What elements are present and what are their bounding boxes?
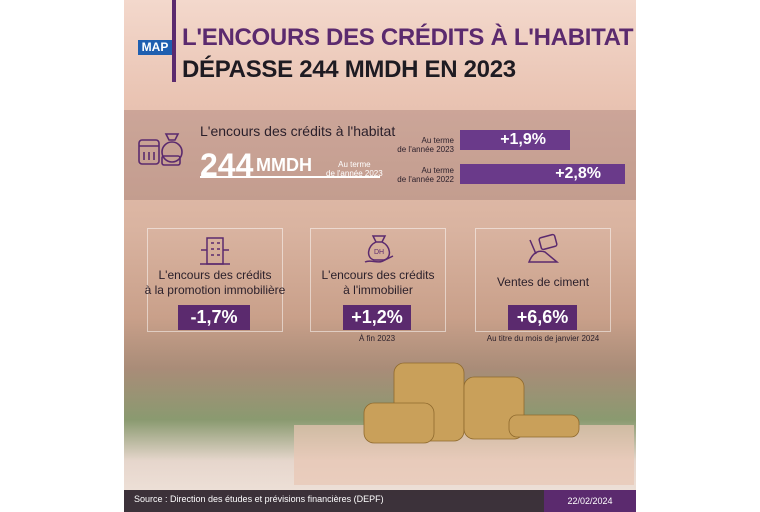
- label-line: Au terme: [421, 166, 454, 175]
- card-note: À fin 2023: [359, 334, 396, 343]
- headline-unit: MMDH: [256, 155, 312, 175]
- note-line: de l'année 2023: [326, 169, 383, 178]
- card-label: L'encours des crédits à la promotion imm…: [130, 268, 300, 298]
- highlight-band: [124, 110, 636, 200]
- headline-label: L'encours des crédits à l'habitat: [200, 123, 396, 139]
- date: 22/02/2024: [544, 490, 636, 512]
- card: [147, 228, 283, 332]
- card: [475, 228, 611, 332]
- source: Source : Direction des études et prévisi…: [134, 494, 384, 504]
- title: L'ENCOURS DES CRÉDITS À L'HABITAT: [182, 24, 634, 51]
- card-label: L'encours des crédits à l'immobilier: [293, 268, 463, 298]
- footer: [124, 490, 636, 512]
- label-line: de l'année 2023: [397, 145, 454, 154]
- decor-coins: [294, 362, 634, 485]
- card: [310, 228, 446, 332]
- growth-label: Au terme de l'année 2022: [364, 166, 454, 184]
- label-line: de l'année 2022: [397, 175, 454, 184]
- note-line: Au terme: [338, 160, 371, 169]
- icon-text: DH: [374, 249, 384, 256]
- label-line: L'encours des crédits: [158, 268, 272, 282]
- label-line: Au terme: [421, 136, 454, 145]
- card-label: Ventes de ciment: [458, 275, 628, 290]
- label-line: L'encours des crédits: [321, 268, 435, 282]
- label-line: à l'immobilier: [343, 283, 413, 297]
- card-value: -1,7%: [178, 305, 250, 330]
- headline-note: Au terme de l'année 2023: [326, 160, 383, 178]
- icon-building: [200, 237, 230, 265]
- infographic: MAP L'ENCOURS DES CRÉDITS À L'HABITAT DÉ…: [124, 0, 636, 512]
- growth-bar: +1,9%: [460, 130, 570, 150]
- card-value: +6,6%: [508, 305, 577, 330]
- card-value: +1,2%: [343, 305, 411, 330]
- accent-line: [172, 0, 176, 82]
- growth-bar: +2,8%: [460, 164, 625, 184]
- card-note: Au titre du mois de janvier 2024: [486, 334, 600, 343]
- logo: MAP: [138, 40, 172, 55]
- label-line: Ventes de ciment: [496, 275, 590, 289]
- headline-value: 244: [200, 147, 254, 183]
- title: DÉPASSE 244 MMDH EN 2023: [182, 56, 516, 83]
- label-line: à la promotion immobilière: [144, 283, 286, 297]
- underline: [200, 176, 380, 178]
- growth-label: Au terme de l'année 2023: [364, 136, 454, 154]
- icon-cement: [527, 233, 560, 263]
- icon-bag: DH: [364, 235, 394, 263]
- icon-money: [138, 133, 183, 166]
